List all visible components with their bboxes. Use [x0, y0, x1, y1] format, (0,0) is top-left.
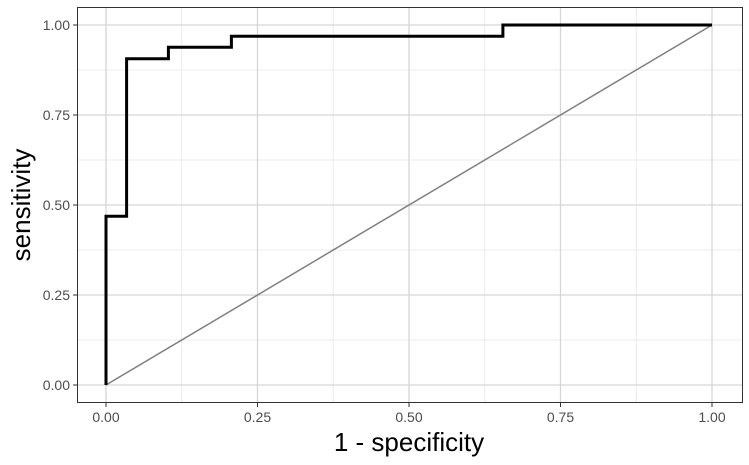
- y-axis-title: sensitivity: [6, 149, 36, 262]
- reference-diagonal-line: [105, 24, 713, 386]
- x-tick-label: 1.00: [698, 409, 725, 425]
- roc-curve: [104, 23, 712, 385]
- y-tick-label: 0.75: [43, 107, 70, 123]
- plot-panel-border: [77, 7, 743, 403]
- x-axis-title: 1 - specificity: [334, 427, 484, 457]
- x-tick-label: 0.25: [244, 409, 271, 425]
- y-tick-label: 0.50: [43, 197, 70, 213]
- x-tick-label: 0.75: [547, 409, 574, 425]
- x-axis-ticks: 0.00 0.25 0.50 0.75 1.00: [92, 403, 726, 425]
- y-tick-label: 1.00: [43, 17, 70, 33]
- y-tick-label: 0.25: [43, 287, 70, 303]
- x-tick-label: 0.00: [92, 409, 119, 425]
- y-tick-label: 0.00: [43, 377, 70, 393]
- x-tick-label: 0.50: [395, 409, 422, 425]
- y-axis-ticks: 0.00 0.25 0.50 0.75 1.00: [43, 17, 77, 393]
